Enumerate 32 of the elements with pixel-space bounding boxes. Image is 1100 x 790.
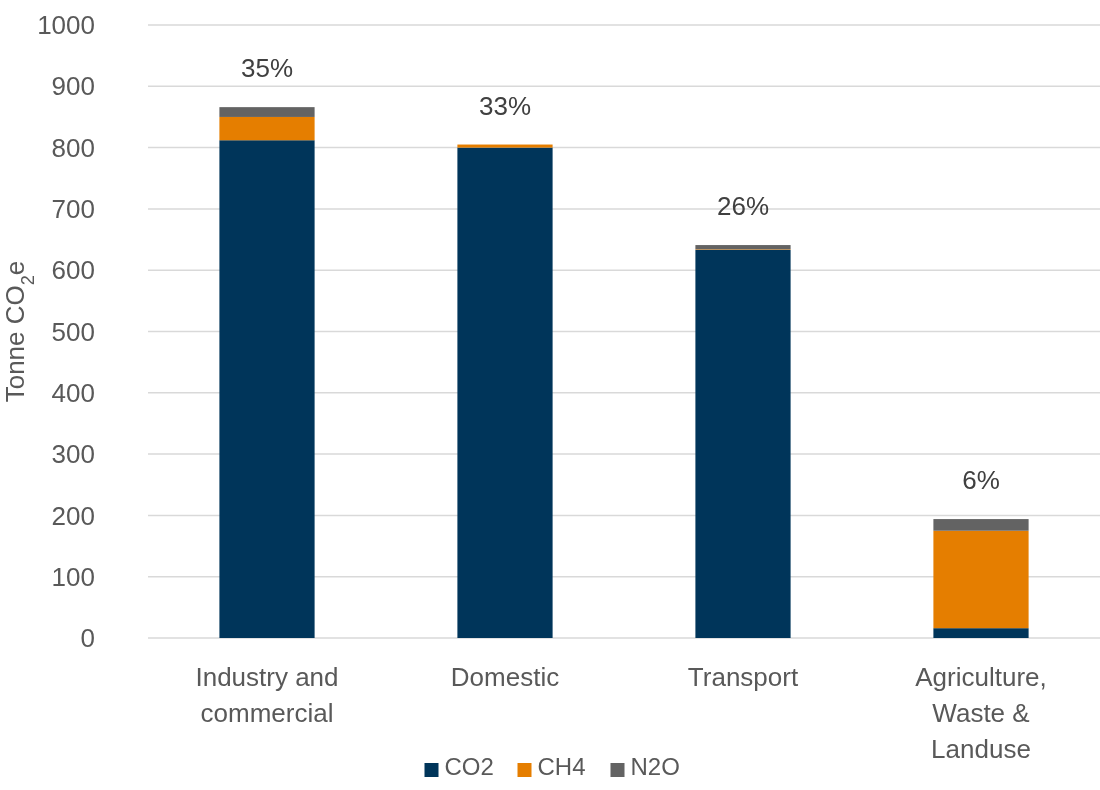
annotation: 26%	[716, 191, 770, 222]
y-tick-label: 100	[51, 561, 95, 592]
bar	[457, 147, 553, 638]
bar	[695, 249, 791, 638]
legend-label: CO2	[444, 753, 494, 780]
annotation: 33%	[478, 90, 532, 121]
y-tick-label: 600	[51, 255, 95, 286]
y-tick-label: 200	[51, 500, 95, 531]
y-tick-label: 300	[51, 439, 95, 470]
annotation: 6%	[962, 465, 1000, 496]
x-tick-label: Domestic	[450, 662, 560, 692]
x-tick-label: Agriculture, Waste & Landuse	[915, 662, 1047, 764]
bar	[695, 245, 791, 250]
y-tick-label: 0	[80, 623, 95, 654]
x-tick-label: Industry and commercial	[195, 662, 339, 728]
y-tick-label: 900	[51, 71, 95, 102]
x-tick-label: Transport	[687, 662, 799, 692]
bar	[933, 628, 1029, 638]
legend-label: CH4	[537, 753, 586, 780]
bar	[219, 140, 315, 638]
y-tick-label: 500	[51, 316, 95, 347]
bar	[933, 519, 1029, 531]
y-tick-label: 800	[51, 132, 95, 163]
y-tick-label: 700	[51, 194, 95, 224]
bar	[933, 530, 1029, 629]
y-tick-label: 400	[51, 377, 95, 408]
bar	[219, 107, 315, 117]
annotation: 35%	[240, 53, 294, 84]
bar	[219, 116, 315, 141]
bar	[457, 144, 553, 148]
legend-label: N2O	[630, 753, 680, 780]
y-tick-label: 1000	[37, 10, 95, 41]
